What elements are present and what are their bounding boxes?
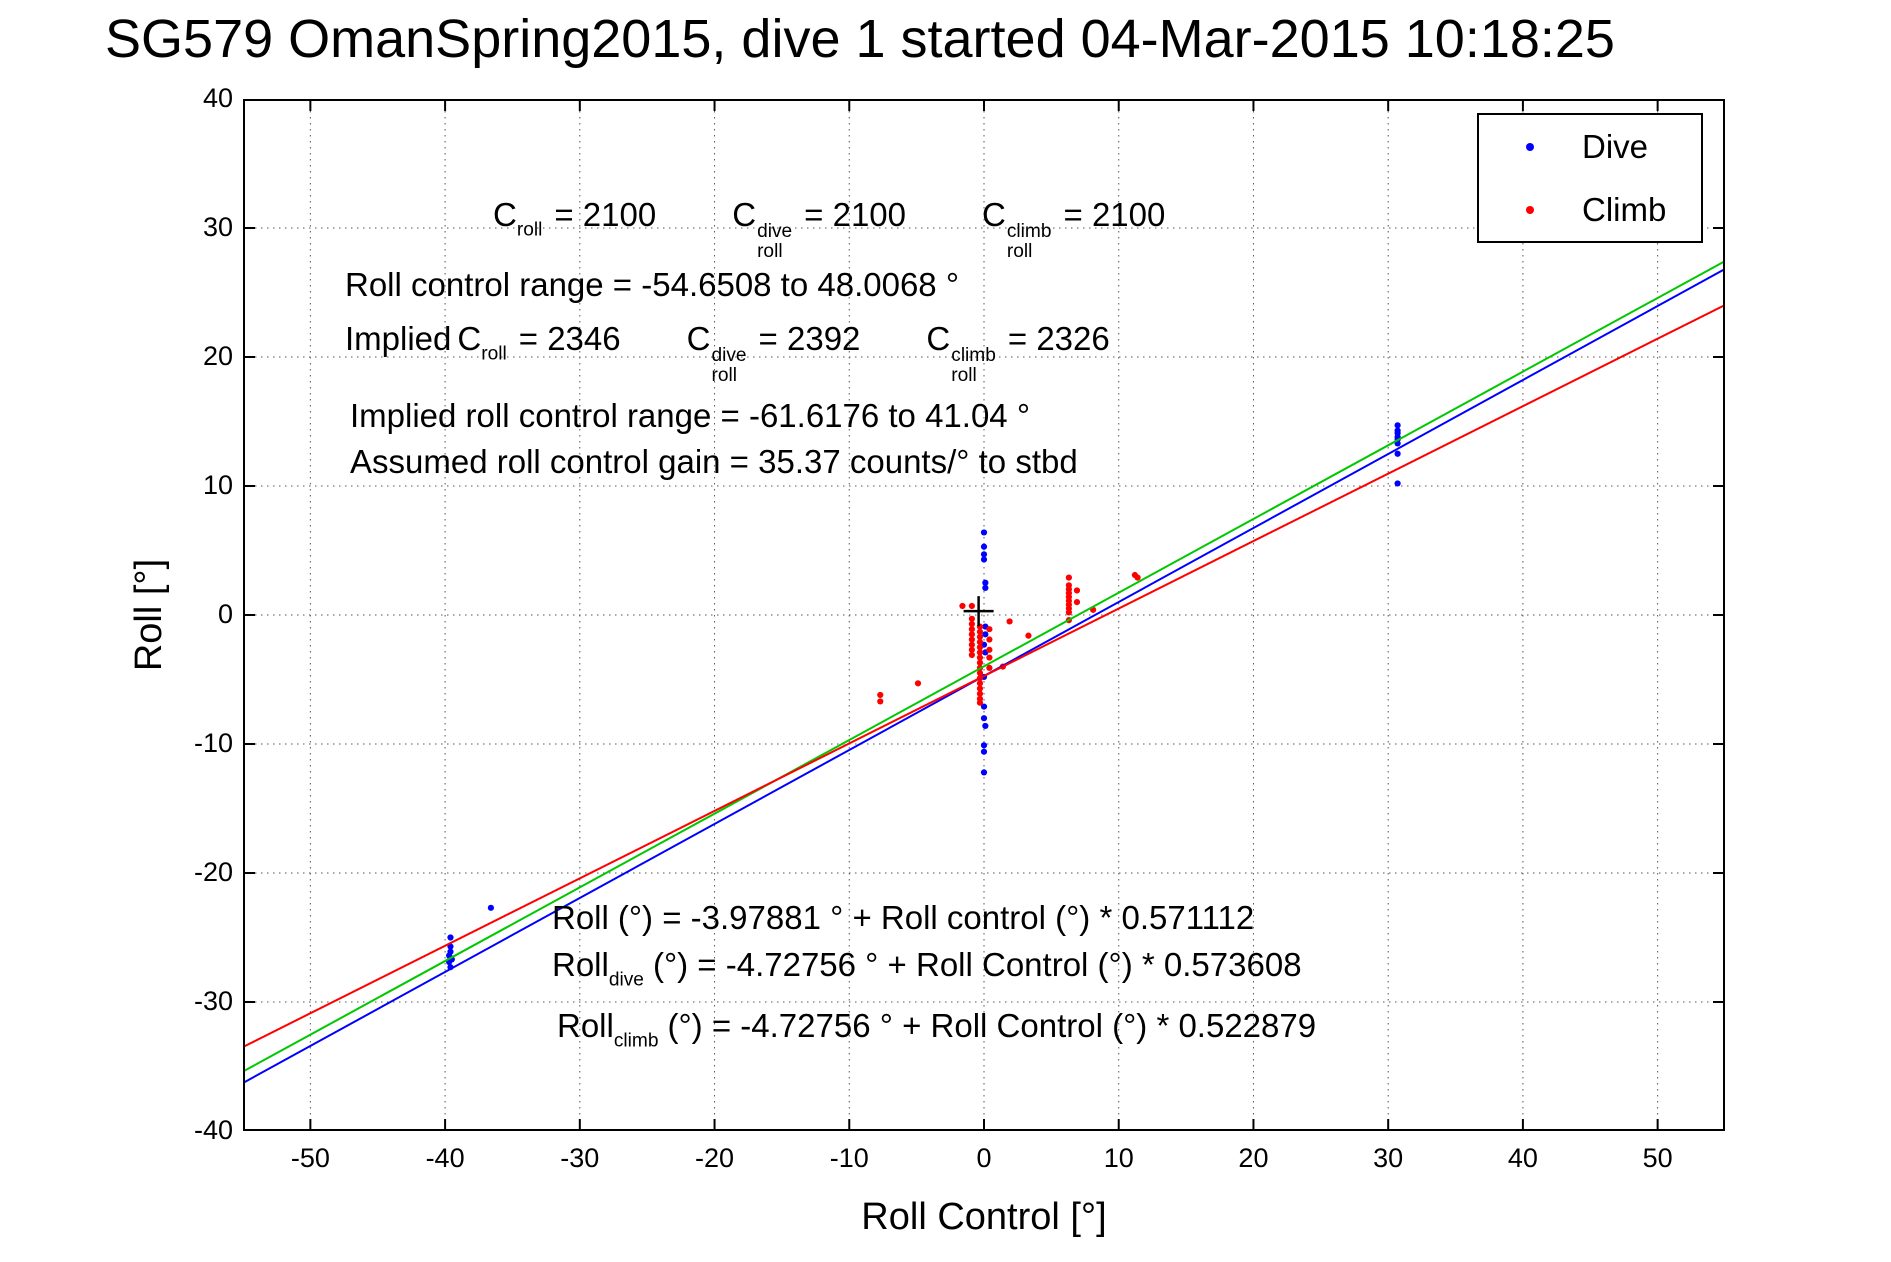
scatter-climb bbox=[877, 571, 1141, 706]
y-axis-label: Roll [°] bbox=[128, 558, 170, 672]
x-tick-label: -40 bbox=[425, 1143, 465, 1173]
x-tick-label: -20 bbox=[695, 1143, 735, 1173]
x-tick-label: 10 bbox=[1103, 1143, 1134, 1173]
dive-marker-icon bbox=[1526, 142, 1534, 151]
figure-title: SG579 OmanSpring2015, dive 1 started 04-… bbox=[105, 9, 1615, 69]
y-tick-label: 10 bbox=[202, 470, 233, 500]
axes-box bbox=[243, 99, 1725, 1131]
fit-line-fit_climb bbox=[243, 304, 1725, 1048]
x-tick-label: -10 bbox=[829, 1143, 869, 1173]
y-tick-label: -10 bbox=[193, 728, 233, 758]
y-tick-label: 20 bbox=[202, 341, 233, 371]
x-axis-label: Roll Control [°] bbox=[861, 1196, 1107, 1238]
annotation-roll-control-range: Roll control range = -54.6508 to 48.0068… bbox=[345, 266, 960, 303]
climb-marker-icon bbox=[1526, 205, 1534, 214]
fit-line-fit_overall bbox=[243, 260, 1725, 1073]
x-tick-label: -30 bbox=[560, 1143, 600, 1173]
plot-canvas bbox=[243, 99, 1725, 1131]
y-tick-label: 0 bbox=[217, 599, 233, 629]
y-tick-label: -40 bbox=[193, 1115, 233, 1145]
y-tick-label: 30 bbox=[202, 212, 233, 242]
x-tick-label: 0 bbox=[976, 1143, 992, 1173]
equation-climb: Rollclimb (°) = -4.72756 ° + Roll Control… bbox=[557, 1007, 1317, 1052]
x-tick-label: -50 bbox=[290, 1143, 330, 1173]
x-tick-label: 40 bbox=[1507, 1143, 1538, 1173]
scatter-dive bbox=[446, 422, 1401, 971]
y-tick-label: -20 bbox=[193, 857, 233, 887]
x-tick-label: 30 bbox=[1373, 1143, 1404, 1173]
legend-item-climb: Climb bbox=[1479, 191, 1701, 229]
x-tick-label: 20 bbox=[1238, 1143, 1269, 1173]
x-tick-label: 50 bbox=[1642, 1143, 1673, 1173]
annotation-assumed-gain: Assumed roll control gain = 35.37 counts… bbox=[350, 443, 1078, 480]
equation-dive: Rolldive (°) = -4.72756 ° + Roll Control … bbox=[552, 946, 1302, 991]
y-tick-label: 40 bbox=[202, 83, 233, 113]
implied-c-roll-value: Implied Croll = 2346 bbox=[345, 320, 621, 365]
c-roll-value: Croll = 2100 bbox=[493, 196, 657, 241]
legend: Dive Climb bbox=[1477, 113, 1703, 243]
y-tick-label: -30 bbox=[193, 986, 233, 1016]
legend-item-dive: Dive bbox=[1479, 128, 1701, 166]
equation-overall: Roll (°) = -3.97881 ° + Roll control (°) … bbox=[552, 899, 1255, 936]
annotation-implied-range: Implied roll control range = -61.6176 to… bbox=[350, 397, 1031, 434]
